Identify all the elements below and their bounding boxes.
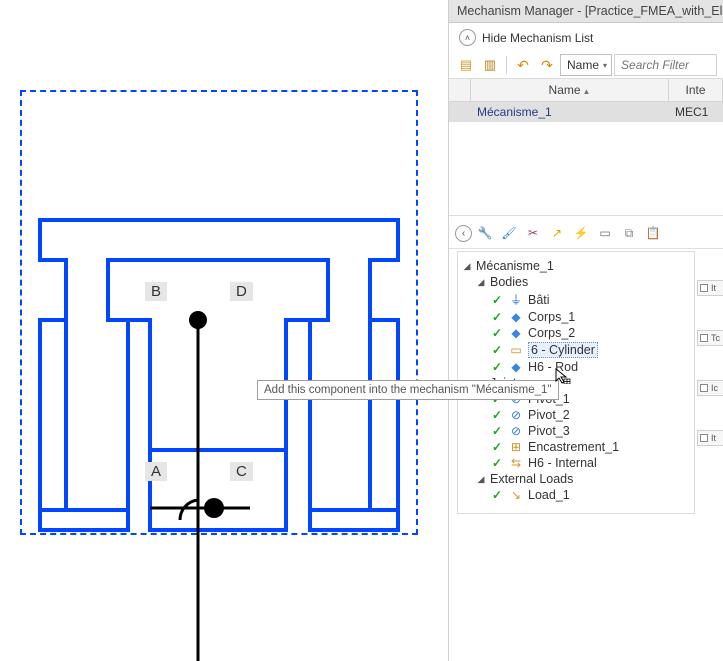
fixed-joint-icon: ⊞ <box>508 440 524 454</box>
tree-item-label: 6 - Cylinder <box>528 342 598 358</box>
check-icon: ✓ <box>490 343 504 357</box>
tree-body-item[interactable]: ✓ ◆ Corps_1 <box>462 309 690 325</box>
sort-asc-icon: ▲ <box>583 87 591 96</box>
tree-item-label: Bâti <box>528 293 550 307</box>
tree-item-label: H6 - Internal <box>528 456 597 470</box>
new-doc2-button[interactable]: ▥ <box>479 54 501 76</box>
tree-item-label: Corps_2 <box>528 326 575 340</box>
tree-bodies-label: Bodies <box>490 275 528 289</box>
tree-joint-item[interactable]: ✓ ⊘ Pivot_2 <box>462 407 690 423</box>
tree-item-label: Pivot_2 <box>528 408 570 422</box>
grid-row[interactable]: Mécanisme_1 MEC1 <box>449 102 723 122</box>
frame-button[interactable]: ▭ <box>594 222 616 244</box>
tree-body-item[interactable]: ✓ ▭ 6 - Cylinder <box>462 341 690 359</box>
cylinder-icon: ▭ <box>508 343 524 357</box>
tree-twisty-icon[interactable]: ◢ <box>476 277 486 288</box>
tree-body-item[interactable]: ✓ ⏚ Bâti <box>462 290 690 309</box>
tree-joint-item[interactable]: ✓ ⊘ Pivot_3 <box>462 423 690 439</box>
tree-joint-item[interactable]: ✓ ⇆ H6 - Internal <box>462 455 690 471</box>
body-icon: ◆ <box>508 326 524 340</box>
tree-loads[interactable]: ◢ External Loads <box>462 471 690 487</box>
tree-bodies[interactable]: ◢ Bodies <box>462 274 690 290</box>
cut-button[interactable]: ✂ <box>522 222 544 244</box>
tree-item-label: Pivot_3 <box>528 424 570 438</box>
load-icon: ↘ <box>508 488 524 502</box>
internal-joint-icon: ⇆ <box>508 456 524 470</box>
body-icon: ◆ <box>508 310 524 324</box>
tree-joint-item[interactable]: ✓ ⊞ Encastrement_1 <box>462 439 690 455</box>
tree-load-item[interactable]: ✓ ↘ Load_1 <box>462 487 690 503</box>
mechanism-manager-panel: Mechanism Manager - [Practice_FMEA_with_… <box>448 0 723 661</box>
hide-mechanism-row[interactable]: ˄ Hide Mechanism List <box>449 23 723 52</box>
grid-header: Name▲ Inte <box>449 79 723 102</box>
hide-mechanism-label: Hide Mechanism List <box>482 31 593 45</box>
tree-collapse-icon[interactable]: ‹ <box>455 225 472 242</box>
copy-button[interactable]: ⧉ <box>618 222 640 244</box>
tree-toolbar: ‹ 🔧 🖌 ✂ ↗ ⚡ ▭ ⧉ 📋 <box>449 218 723 249</box>
check-icon: ✓ <box>490 326 504 340</box>
col-int[interactable]: Inte <box>669 79 723 101</box>
mechanism-sketch <box>0 0 448 661</box>
collapse-toggle-icon[interactable]: ˄ <box>459 29 476 46</box>
grid-cell-int: MEC1 <box>669 102 723 122</box>
body-icon: ◆ <box>508 360 524 374</box>
check-icon: ✓ <box>490 360 504 374</box>
add-body-button[interactable]: 🔧 <box>474 222 496 244</box>
check-icon: ✓ <box>490 424 504 438</box>
tree-body-item[interactable]: ✓ ◆ Corps_2 <box>462 325 690 341</box>
side-tab[interactable]: It <box>697 280 723 296</box>
tree-item-label: Load_1 <box>528 488 570 502</box>
side-tab[interactable]: Ic <box>697 380 723 396</box>
tree-twisty-icon[interactable]: ◢ <box>476 474 486 485</box>
check-icon: ✓ <box>490 408 504 422</box>
node-label-a: A <box>145 462 167 481</box>
check-icon: ✓ <box>490 440 504 454</box>
add-joint-button[interactable]: ↗ <box>546 222 568 244</box>
check-icon: ✓ <box>490 310 504 324</box>
cursor-icon <box>555 368 571 384</box>
tree-item-label: Corps_1 <box>528 310 575 324</box>
tree-root[interactable]: ◢ Mécanisme_1 <box>462 258 690 274</box>
chevron-down-icon: ▾ <box>603 61 607 70</box>
undo-button[interactable]: ↶ <box>512 54 534 76</box>
tree-twisty-icon[interactable]: ◢ <box>462 261 472 272</box>
tooltip: Add this component into the mechanism "M… <box>257 380 559 400</box>
sort-combo[interactable]: Name ▾ <box>560 54 612 76</box>
ground-icon: ⏚ <box>508 291 524 308</box>
redo-button[interactable]: ↷ <box>536 54 558 76</box>
panel-title: Mechanism Manager - [Practice_FMEA_with_… <box>449 0 723 23</box>
col-name[interactable]: Name▲ <box>471 79 669 101</box>
grid-cell-name: Mécanisme_1 <box>471 102 669 122</box>
tree-item-label: Encastrement_1 <box>528 440 619 454</box>
add-bolt-button[interactable]: ⚡ <box>570 222 592 244</box>
paste-button[interactable]: 📋 <box>642 222 664 244</box>
new-doc-button[interactable]: ▤ <box>455 54 477 76</box>
list-toolbar: ▤ ▥ ↶ ↷ Name ▾ <box>449 52 723 79</box>
side-tab[interactable]: Tc <box>697 330 723 346</box>
grid-body: Mécanisme_1 MEC1 <box>449 102 723 216</box>
pivot-icon: ⊘ <box>508 408 524 422</box>
add-brush-button[interactable]: 🖌 <box>498 222 520 244</box>
side-tab[interactable]: It <box>697 430 723 446</box>
tree-loads-label: External Loads <box>490 472 573 486</box>
side-tabs: It Tc Ic It <box>697 280 723 446</box>
tree-root-label: Mécanisme_1 <box>476 259 554 273</box>
node-label-b: B <box>145 282 167 301</box>
check-icon: ✓ <box>490 293 504 307</box>
toolbar-separator <box>506 56 507 74</box>
check-icon: ✓ <box>490 456 504 470</box>
check-icon: ✓ <box>490 488 504 502</box>
node-label-d: D <box>230 282 253 301</box>
diagram-canvas[interactable]: A B C D Add this component into the mech… <box>0 0 448 661</box>
search-input[interactable] <box>614 54 717 76</box>
sort-combo-label: Name <box>567 58 599 72</box>
node-label-c: C <box>230 462 253 481</box>
tree-body-item[interactable]: ✓ ◆ H6 - Rod <box>462 359 690 375</box>
pivot-icon: ⊘ <box>508 424 524 438</box>
